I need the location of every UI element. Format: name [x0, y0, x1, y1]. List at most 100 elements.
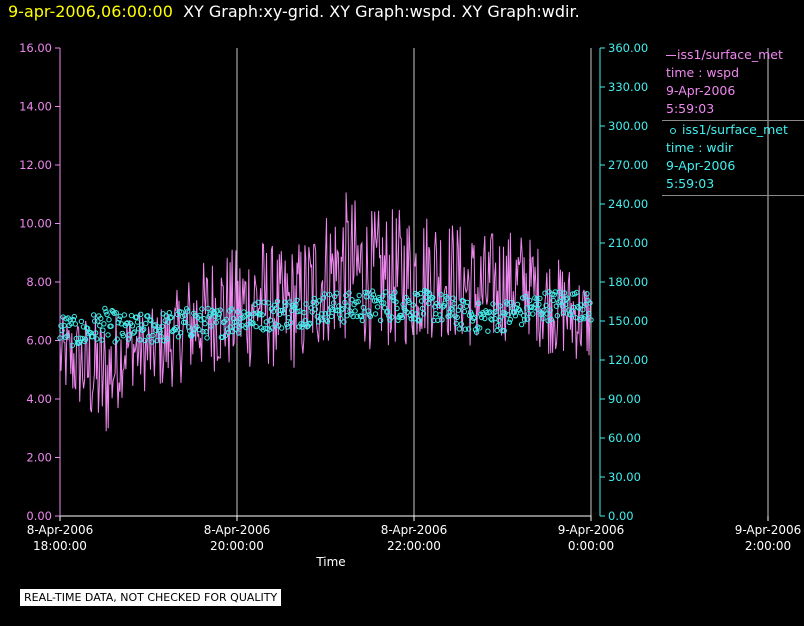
wdir-point	[341, 319, 347, 325]
wdir-point	[239, 322, 245, 329]
wdir-point	[490, 301, 496, 307]
wdir-point	[560, 310, 567, 316]
wdir-point	[150, 332, 156, 339]
wdir-point	[333, 307, 339, 313]
wdir-point	[578, 302, 584, 308]
legend-wspd-variable: time : wspd	[666, 65, 740, 80]
wdir-point	[442, 300, 448, 306]
wdir-point	[285, 324, 291, 330]
wdir-point	[451, 300, 457, 307]
left-y-tick-label: 12.00	[19, 158, 52, 172]
wdir-point	[250, 320, 256, 326]
wdir-point	[534, 296, 540, 302]
wdir-point	[282, 299, 288, 305]
wdir-point	[208, 323, 214, 329]
legend-wspd-date: 9-Apr-2006	[666, 83, 736, 98]
wdir-point	[458, 321, 464, 327]
wdir-point	[457, 304, 463, 310]
wdir-point	[100, 327, 106, 333]
wdir-point	[223, 316, 230, 323]
wdir-point	[554, 313, 560, 319]
wdir-point	[340, 306, 346, 312]
wspd-series	[59, 192, 592, 432]
wdir-point	[357, 313, 363, 319]
wdir-point	[243, 324, 249, 331]
wdir-point	[477, 325, 483, 331]
wdir-point	[499, 327, 505, 334]
wdir-point	[141, 326, 147, 332]
wdir-point	[533, 301, 539, 308]
header-date: 9-apr-2006,06:00:00	[8, 2, 173, 21]
wdir-point	[511, 309, 518, 316]
wdir-point	[154, 337, 160, 344]
wdir-point	[389, 314, 395, 320]
wdir-point	[501, 328, 507, 334]
wdir-point	[294, 297, 300, 303]
wdir-point	[545, 318, 551, 324]
wdir-point	[201, 316, 207, 322]
wdir-point	[299, 324, 305, 330]
wdir-point	[404, 309, 410, 315]
right-y-tick-label: 150.00	[608, 314, 648, 328]
wdir-point	[527, 297, 533, 304]
wdir-point	[343, 292, 349, 299]
left-y-tick-label: 4.00	[26, 392, 52, 406]
right-y-tick-label: 30.00	[608, 470, 641, 484]
x-tick-label-time: 2:00:00	[745, 539, 791, 553]
wdir-point	[249, 321, 255, 327]
wdir-point	[461, 308, 468, 315]
wdir-point	[551, 292, 557, 298]
right-y-tick-label: 60.00	[608, 431, 641, 445]
wdir-point	[180, 319, 187, 326]
x-tick-label-time: 18:00:00	[33, 539, 87, 553]
wdir-point	[508, 300, 514, 306]
wdir-point	[93, 330, 99, 336]
wdir-point	[543, 302, 549, 308]
wdir-point	[217, 307, 224, 313]
legend-wdir-date: 9-Apr-2006	[666, 158, 736, 173]
wdir-point	[280, 310, 287, 316]
wdir-point	[364, 289, 371, 296]
wdir-point	[274, 298, 281, 304]
wdir-point	[121, 312, 128, 318]
wdir-point	[514, 301, 521, 308]
wdir-point	[413, 311, 420, 317]
wdir-point	[355, 298, 361, 305]
wdir-point	[444, 295, 450, 301]
wdir-point	[516, 307, 523, 313]
legend-entry-wspd: iss1/surface_met time : wspd 9-Apr-2006 …	[662, 46, 804, 121]
wdir-point	[114, 336, 120, 342]
wdir-point	[476, 300, 482, 306]
wdir-point	[464, 299, 471, 306]
wdir-point	[449, 307, 455, 313]
wdir-point	[414, 292, 421, 298]
wdir-point	[64, 333, 70, 339]
wdir-point	[244, 322, 250, 328]
wdir-point	[377, 317, 384, 324]
wdir-point	[447, 312, 453, 319]
wdir-point	[541, 307, 547, 313]
wdir-point	[234, 319, 240, 325]
wdir-point	[564, 295, 571, 301]
wdir-point	[505, 312, 511, 318]
wdir-point	[306, 321, 312, 327]
wdir-point	[324, 318, 331, 325]
wdir-point	[255, 299, 261, 305]
wdir-point	[164, 336, 170, 342]
wdir-point	[143, 320, 149, 327]
wdir-point	[133, 314, 140, 320]
wdir-point	[129, 323, 136, 329]
legend-entry-wdir: iss1/surface_met time : wdir 9-Apr-2006 …	[662, 121, 804, 196]
wdir-point	[425, 300, 432, 307]
line-swatch-icon	[666, 55, 676, 56]
wdir-point	[339, 307, 345, 313]
wdir-point	[453, 320, 459, 327]
right-y-tick-label: 120.00	[608, 353, 648, 367]
right-y-tick-label: 90.00	[608, 392, 641, 406]
wdir-point	[99, 337, 105, 343]
wdir-point	[98, 315, 104, 322]
wdir-point	[584, 291, 590, 297]
wdir-point	[69, 342, 76, 349]
legend-wdir-name: iss1/surface_met	[682, 122, 788, 137]
